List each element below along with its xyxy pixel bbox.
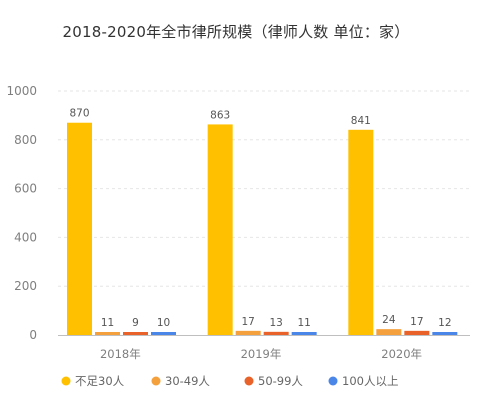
bar [263, 331, 289, 335]
bar-value-label: 11 [101, 317, 114, 329]
bar [291, 332, 317, 335]
legend-marker [61, 376, 71, 386]
bar [432, 332, 458, 335]
bar-value-label: 11 [297, 317, 310, 329]
x-category-label: 2020年 [381, 347, 422, 361]
x-axis-categories: 2018年 2019年 2020年 [100, 347, 422, 361]
y-axis-ticks: 0 200 400 600 800 1000 [6, 84, 37, 342]
bar [151, 332, 176, 335]
legend-marker [244, 376, 254, 386]
x-category-label: 2018年 [100, 347, 141, 361]
bar-value-label: 9 [132, 317, 139, 329]
x-category-label: 2019年 [241, 347, 282, 361]
legend-label: 50-99人 [258, 374, 303, 388]
bar [235, 330, 261, 335]
legend-marker [151, 376, 161, 386]
bar [95, 332, 120, 335]
bar-value-label: 24 [382, 314, 396, 326]
bar [348, 129, 374, 335]
legend-marker [328, 376, 338, 386]
bar [376, 329, 402, 335]
y-tick-label: 600 [14, 182, 37, 196]
bar [123, 332, 148, 335]
bar-value-label: 12 [438, 317, 451, 329]
y-tick-label: 400 [14, 230, 37, 244]
bar-value-label: 13 [269, 317, 282, 329]
data-labels: 870 11 9 10 863 17 13 11 841 24 17 12 [69, 108, 451, 329]
y-tick-label: 1000 [6, 84, 37, 98]
chart-title: 2018-2020年全市律所规模（律师人数 单位：家） [63, 23, 410, 41]
y-tick-label: 800 [14, 133, 37, 147]
y-tick-label: 200 [14, 279, 37, 293]
bar-value-label: 10 [157, 317, 170, 329]
bar [207, 124, 233, 335]
bar-value-label: 17 [241, 316, 254, 328]
legend-label: 100人以上 [342, 374, 398, 388]
legend-label: 30-49人 [165, 374, 210, 388]
bars [67, 122, 458, 335]
bar [404, 330, 430, 335]
bar-value-label: 17 [410, 316, 423, 328]
bar-value-label: 870 [69, 108, 89, 120]
y-tick-label: 0 [29, 328, 37, 342]
bar-value-label: 841 [351, 115, 371, 127]
legend: 不足30人 30-49人 50-99人 100人以上 [61, 374, 398, 388]
bar-value-label: 863 [210, 109, 230, 121]
grid-lines [58, 90, 470, 287]
legend-label: 不足30人 [75, 374, 125, 388]
bar [67, 122, 92, 335]
